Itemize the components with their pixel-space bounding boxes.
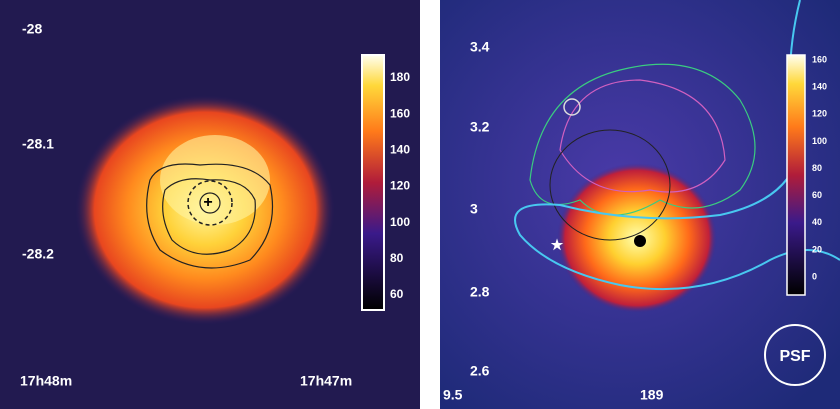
colorbar-tick-label: 120	[812, 109, 827, 119]
y-tick-label: 3	[470, 201, 478, 217]
marker: +	[203, 194, 212, 211]
y-tick-label: 3.4	[470, 39, 490, 55]
x-tick-label: 9.5	[443, 387, 463, 403]
colorbar-tick-label: 80	[812, 163, 822, 173]
colorbar-tick-label: 60	[812, 190, 822, 200]
psf-label: PSF	[779, 348, 810, 365]
y-tick-label: -28.1	[22, 136, 54, 152]
marker	[634, 235, 646, 247]
colorbar-tick-label: 80	[390, 251, 404, 265]
y-tick-label: -28.2	[22, 246, 54, 262]
colorbar	[362, 55, 384, 310]
y-tick-label: -28	[22, 21, 42, 37]
figure: + ★ PSF -28 -28.1 -28.2 17h48m 17h47m 180 160 1…	[0, 0, 840, 409]
colorbar-tick-label: 160	[812, 54, 827, 64]
colorbar-tick-label: 160	[390, 106, 410, 120]
colorbar-tick-label: 40	[812, 217, 822, 227]
colorbar-tick-label: 140	[390, 143, 410, 157]
colorbar-tick-label: 60	[390, 287, 404, 301]
colorbar-tick-label: 100	[390, 215, 410, 229]
colorbar-tick-label: 140	[812, 82, 827, 92]
left-panel: +	[0, 0, 420, 409]
y-tick-label: 2.8	[470, 284, 490, 300]
y-tick-label: 3.2	[470, 119, 490, 135]
colorbar-tick-label: 120	[390, 179, 410, 193]
x-tick-label: 17h48m	[20, 373, 72, 389]
right-panel: ★ PSF	[440, 0, 840, 409]
colorbar-tick-label: 20	[812, 244, 822, 254]
colorbar-tick-label: 0	[812, 271, 817, 281]
colorbar-tick-label: 180	[390, 70, 410, 84]
gap	[420, 0, 440, 409]
x-tick-label: 17h47m	[300, 373, 352, 389]
colorbar-tick-label: 100	[812, 136, 827, 146]
star: ★	[551, 237, 564, 253]
x-tick-label: 189	[640, 387, 664, 403]
y-tick-label: 2.6	[470, 363, 490, 379]
colorbar	[787, 55, 805, 295]
